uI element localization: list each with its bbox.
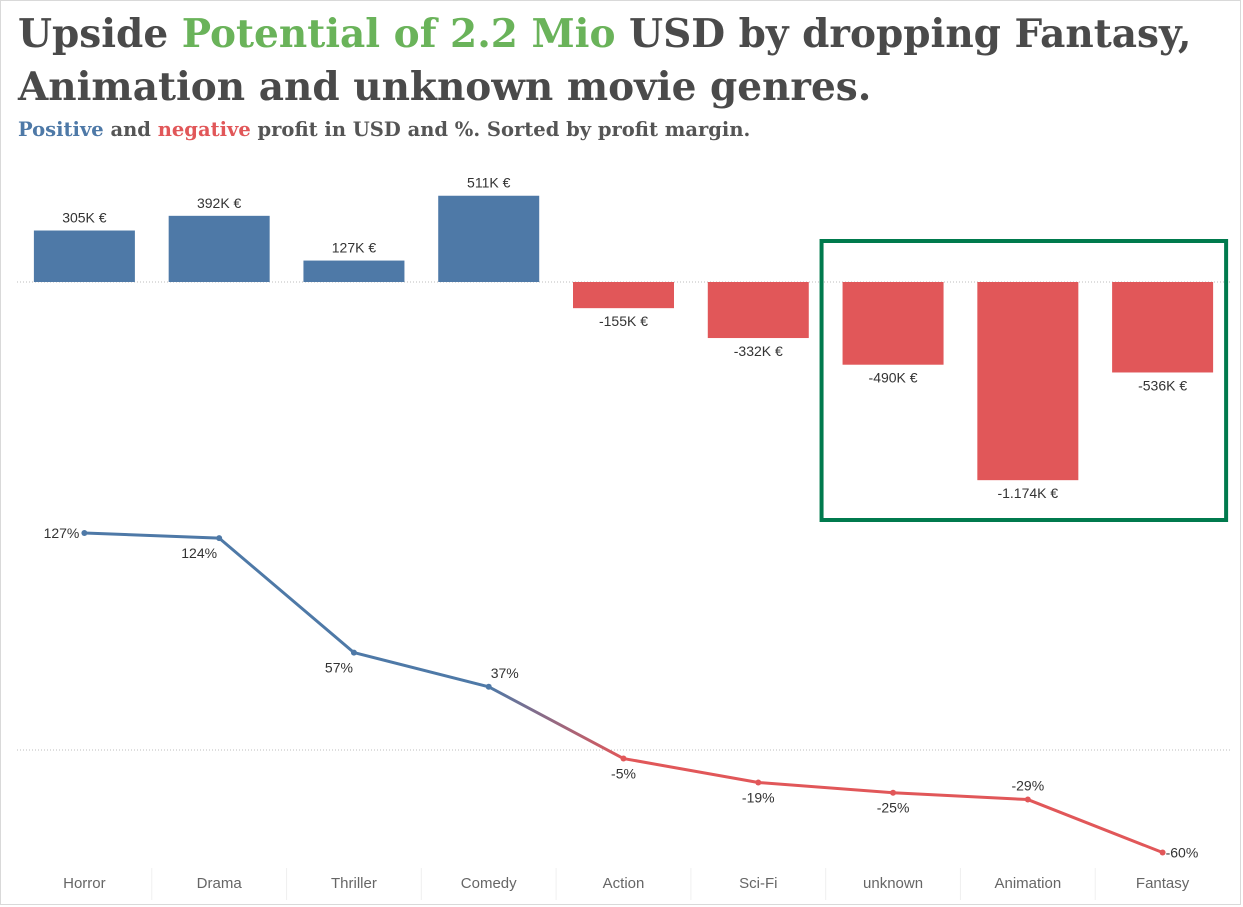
category-label: Comedy [461,875,517,892]
profit-bar [1112,282,1214,373]
margin-value-label: -19% [742,789,775,805]
margin-line-segment [891,791,1030,802]
title-part-2: USD by dropping Fantasy, Animation and u… [18,11,1192,110]
margin-line-segment [622,757,760,784]
bar-value-label: -155K € [599,313,648,329]
margin-line-segment [217,536,356,655]
subtitle-and: and [103,118,158,141]
margin-line-segment [756,780,895,795]
bar-value-label: -332K € [734,343,783,359]
margin-value-label: -5% [611,766,636,782]
bar-value-label: 127K € [332,240,377,256]
margin-value-label: 57% [325,660,353,676]
margin-value-label: -25% [877,800,910,816]
category-label: Horror [63,875,106,892]
subtitle-rest: profit in USD and %. Sorted by profit ma… [250,118,751,141]
margin-line-segment [1026,798,1165,855]
margin-value-label: 127% [44,525,80,541]
margin-point [350,649,357,656]
title-highlight: Potential of 2.2 Mio [181,11,616,57]
margin-point [216,535,223,542]
margin-line-segment [487,685,625,761]
margin-point [755,779,762,786]
margin-point [81,529,88,536]
category-label: Drama [197,875,243,892]
bar-value-label: 305K € [62,210,107,226]
margin-value-label: 124% [181,545,217,561]
margin-value-label: 37% [491,665,519,681]
margin-value-label: -60% [1166,845,1199,861]
profit-bar [303,260,405,282]
category-label: Sci-Fi [739,875,777,892]
margin-line-segment [82,531,221,540]
category-label: Fantasy [1136,875,1190,892]
category-label: unknown [863,875,923,892]
profit-bar [707,282,809,339]
margin-point [1024,796,1031,803]
category-label: Thriller [331,875,377,892]
profit-bar [33,230,135,282]
subtitle-negative: negative [157,118,251,141]
bar-value-label: 511K € [467,175,511,191]
margin-value-label: -29% [1011,778,1044,794]
page-title: Upside Potential of 2.2 Mio USD by dropp… [18,8,1233,114]
margin-point [620,755,627,762]
profit-bar [168,215,270,282]
margin-line-segment [352,651,491,689]
profit-bar [977,282,1079,481]
profit-bar [573,282,674,309]
highlight-box [819,239,1229,522]
profit-bar [438,195,540,282]
bar-value-label: 392K € [197,195,242,211]
category-label: Action [603,875,645,892]
page-subtitle: Positive and negative profit in USD and … [18,118,750,141]
title-part-1: Upside [18,11,182,57]
bar-value-label: -536K € [1138,377,1187,393]
bar-value-label: -1.174K € [997,485,1058,501]
category-label: Animation [994,875,1061,892]
margin-point [890,789,897,796]
bar-value-label: -490K € [869,370,918,386]
margin-point [485,683,492,690]
subtitle-positive: Positive [18,118,104,141]
profit-bar [842,282,944,365]
margin-point [1159,849,1166,856]
